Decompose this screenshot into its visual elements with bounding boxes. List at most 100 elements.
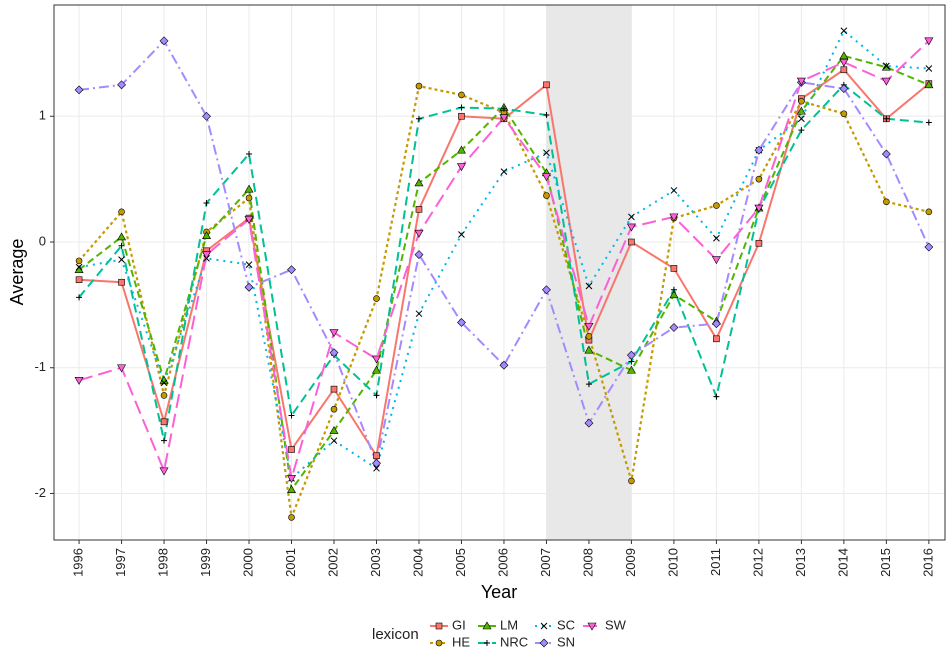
point [329, 329, 339, 338]
point [458, 231, 465, 238]
x-tick-label: 2001 [283, 548, 298, 577]
point [669, 213, 679, 222]
point [585, 333, 593, 340]
point [755, 175, 763, 183]
point [628, 477, 635, 485]
point [543, 192, 550, 199]
point [711, 319, 721, 329]
point [796, 77, 806, 86]
x-tick-label: 1997 [113, 548, 128, 577]
point [286, 485, 297, 494]
point [373, 452, 380, 460]
y-axis-title: Average [7, 239, 27, 306]
legend-label: NRC [500, 634, 528, 649]
point [118, 256, 125, 263]
point [839, 58, 849, 67]
point [796, 106, 806, 115]
point [585, 381, 592, 388]
y-tick-label: -1 [34, 359, 46, 374]
point [457, 318, 466, 327]
x-tick-label: 2005 [453, 548, 468, 577]
point [373, 295, 380, 302]
x-tick-label: 2002 [325, 548, 340, 577]
point [373, 464, 380, 472]
point [435, 639, 443, 647]
legend-label: SW [605, 617, 627, 632]
point [627, 350, 636, 360]
point [881, 77, 891, 86]
point [329, 426, 339, 434]
point [500, 168, 508, 175]
point [415, 115, 422, 122]
point [244, 282, 254, 292]
series-line [78, 39, 930, 467]
legend-item: LM [478, 617, 518, 632]
point [840, 66, 848, 74]
point [840, 110, 848, 118]
x-tick-label: 2003 [368, 548, 383, 577]
x-tick-label: 2013 [793, 548, 808, 577]
point [330, 405, 338, 413]
point [543, 149, 550, 157]
point [500, 105, 507, 112]
point [75, 257, 83, 265]
point [924, 37, 934, 46]
point [883, 115, 890, 122]
point [925, 65, 933, 72]
point [415, 310, 423, 318]
point [414, 250, 424, 260]
point [202, 251, 212, 260]
point [626, 365, 636, 374]
legend-label: SN [557, 634, 575, 649]
point [76, 294, 83, 301]
legend-item: SN [535, 634, 575, 649]
point [669, 290, 679, 299]
legend-label: GI [452, 617, 466, 632]
x-tick-label: 2006 [495, 548, 510, 577]
x-tick-label: 2010 [665, 548, 680, 577]
point [159, 467, 169, 476]
x-tick-label: 2012 [750, 548, 765, 577]
point [202, 111, 211, 121]
x-tick-label: 1999 [198, 548, 213, 577]
point [628, 213, 635, 221]
point [415, 82, 423, 90]
point [585, 282, 593, 290]
point [541, 173, 551, 182]
x-tick-label: 1996 [71, 548, 86, 577]
point [414, 229, 424, 238]
legend-title: lexicon [372, 626, 419, 643]
point [669, 323, 679, 332]
point [670, 265, 678, 272]
point [74, 85, 84, 95]
point [288, 446, 295, 453]
point [881, 149, 891, 159]
point [118, 242, 125, 249]
point [244, 184, 254, 193]
point [414, 178, 424, 187]
point [499, 114, 509, 123]
point [711, 256, 721, 265]
point [160, 392, 168, 399]
point [540, 622, 548, 630]
point [287, 265, 296, 275]
point [543, 112, 550, 119]
point [286, 475, 297, 483]
point [75, 276, 83, 284]
point [924, 242, 934, 252]
y-tick-label: -2 [34, 485, 46, 500]
point [288, 514, 295, 521]
point [458, 112, 465, 120]
point [160, 379, 168, 387]
point [713, 234, 720, 242]
x-tick-label: 2011 [708, 548, 723, 576]
x-tick-label: 2000 [240, 548, 255, 577]
legend-label: LM [500, 617, 518, 632]
point [245, 261, 253, 268]
point [883, 62, 890, 70]
point [458, 91, 465, 99]
point [118, 208, 125, 216]
point [883, 198, 890, 206]
point [75, 263, 83, 271]
